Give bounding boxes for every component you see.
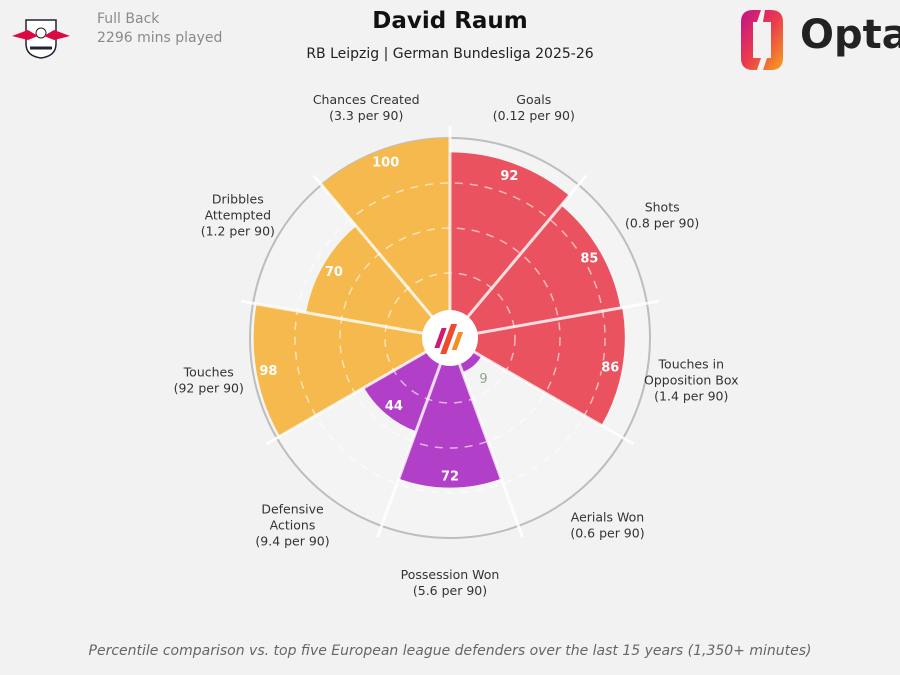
slice-divider	[376, 337, 452, 538]
player-position: Full Back	[97, 11, 160, 27]
category-label: Possession Won (5.6 per 90)	[401, 567, 500, 598]
bar-possession-won	[398, 338, 502, 488]
slice-divider	[448, 337, 524, 538]
category-label: Shots (0.8 per 90)	[625, 200, 699, 231]
slice-divider	[448, 174, 588, 339]
bar-chances-created	[321, 138, 450, 338]
category-label: Chances Created (3.3 per 90)	[313, 92, 420, 123]
category-label: Defensive Actions (9.4 per 90)	[255, 502, 329, 549]
category-label: Touches in Opposition Box (1.4 per 90)	[644, 357, 739, 404]
value-label: 100	[372, 155, 399, 170]
value-label: 98	[259, 364, 277, 379]
bar-goals	[450, 152, 570, 338]
bar-defensive	[364, 338, 450, 432]
opta-brand: Opta	[800, 12, 900, 58]
slice-divider	[265, 336, 451, 446]
value-label: 72	[441, 470, 459, 485]
bar-touches-in	[450, 307, 625, 426]
bar-shots	[450, 205, 621, 338]
category-label: Aerials Won (0.6 per 90)	[570, 510, 644, 541]
slice-divider	[312, 174, 452, 339]
minutes-played: 2296 mins played	[97, 30, 223, 46]
value-label: 9	[479, 372, 487, 387]
category-label: Dribbles Attempted (1.2 per 90)	[201, 192, 275, 239]
value-label: 85	[580, 252, 598, 267]
page-title: David Raum	[372, 8, 528, 34]
value-label: 70	[325, 265, 343, 280]
slice-divider	[449, 299, 660, 340]
bar-touches	[253, 303, 450, 437]
slice-divider	[240, 299, 451, 340]
footnote: Percentile comparison vs. top five Europ…	[88, 643, 812, 659]
category-label: Touches (92 per 90)	[174, 365, 244, 396]
opta-logo-icon	[741, 10, 783, 70]
gridline	[294, 182, 606, 494]
value-label: 86	[601, 360, 619, 375]
bar-dribbles	[306, 226, 450, 338]
value-label: 92	[500, 169, 518, 184]
value-label: 44	[385, 399, 403, 414]
category-label: Goals (0.12 per 90)	[493, 92, 575, 123]
subtitle: RB Leipzig | German Bundesliga 2025-26	[306, 46, 594, 62]
slice-divider	[449, 336, 635, 446]
rb-leipzig-logo	[12, 19, 70, 59]
opta-center-icon	[434, 324, 464, 354]
